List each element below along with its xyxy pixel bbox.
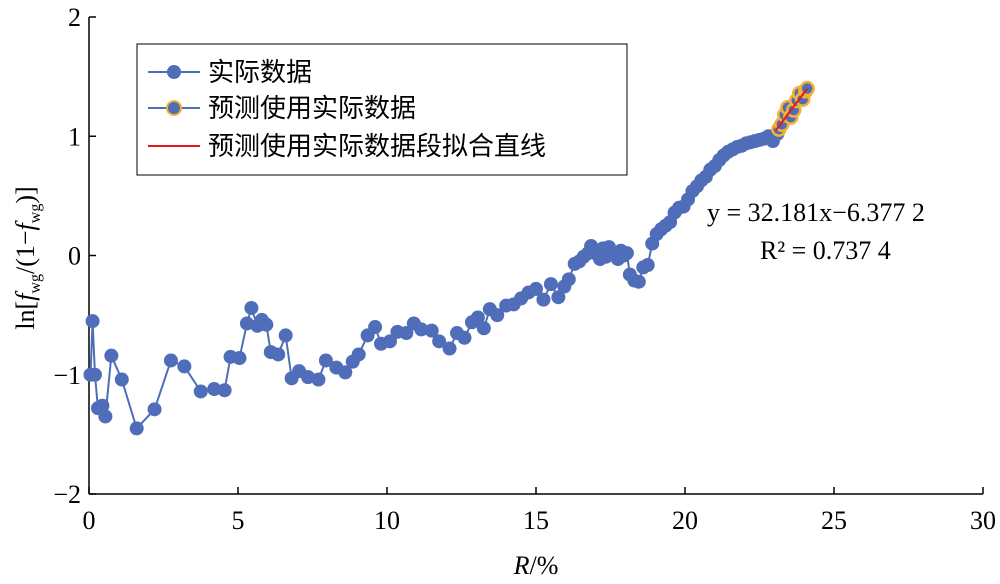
legend-label-predict: 预测使用实际数据 xyxy=(208,94,416,124)
data-point-actual xyxy=(631,274,646,289)
data-point-actual xyxy=(301,370,316,385)
data-point-actual xyxy=(217,383,232,398)
x-tick-label: 30 xyxy=(970,506,996,535)
data-point-actual xyxy=(543,277,558,292)
x-ticks: 0 5 10 15 20 25 30 xyxy=(83,487,996,535)
data-point-actual xyxy=(85,314,100,329)
data-point-actual xyxy=(244,300,259,315)
y-tick-label: 1 xyxy=(68,122,81,151)
data-point-actual xyxy=(98,409,113,424)
data-point-actual xyxy=(414,322,429,337)
y-axis-title: ln[fwg/(1−fwg)] xyxy=(11,186,44,329)
data-point-actual xyxy=(470,310,485,325)
x-axis-title: R/% xyxy=(513,551,559,580)
fit-equation: y = 32.181x−6.377 2 xyxy=(707,198,925,227)
fit-line xyxy=(775,87,808,131)
data-point-actual xyxy=(382,334,397,349)
data-point-actual xyxy=(207,382,222,397)
data-point-actual xyxy=(271,347,286,362)
data-point-actual xyxy=(424,323,439,338)
data-point-actual xyxy=(114,372,129,387)
legend-item-actual: 实际数据 xyxy=(148,58,312,88)
axes: 0 5 10 15 20 25 30 210−1−2 xyxy=(53,3,996,535)
y-tick-label: 2 xyxy=(68,3,81,32)
y-tick-label: −2 xyxy=(53,480,81,509)
data-point-actual xyxy=(318,353,333,368)
data-point-actual xyxy=(278,328,293,343)
legend-box xyxy=(136,43,628,176)
data-point-actual xyxy=(490,308,505,323)
legend-item-fit: 预测使用实际数据段拟合直线 xyxy=(148,132,546,162)
data-point-actual xyxy=(640,258,655,273)
series-line-actual xyxy=(89,133,779,431)
data-point-actual xyxy=(561,272,576,287)
plot-area xyxy=(83,80,815,436)
data-point-actual xyxy=(619,246,634,261)
data-point-actual xyxy=(193,384,208,399)
data-point-actual xyxy=(104,348,119,363)
data-point-actual xyxy=(239,316,254,331)
data-point-actual xyxy=(536,292,551,307)
data-point-actual xyxy=(529,281,543,296)
data-point-actual xyxy=(432,334,447,349)
data-point-actual xyxy=(442,341,457,356)
data-point-actual xyxy=(129,421,144,436)
x-tick-label: 20 xyxy=(672,506,698,535)
data-point-actual xyxy=(368,320,383,335)
data-point-actual xyxy=(551,290,566,305)
legend-marker-actual xyxy=(167,65,181,79)
legend-label-actual: 实际数据 xyxy=(208,58,312,88)
x-tick-label: 25 xyxy=(821,506,847,535)
x-tick-label: 5 xyxy=(232,506,245,535)
data-point-actual xyxy=(338,365,353,380)
data-point-actual xyxy=(95,398,110,413)
data-point-actual xyxy=(259,317,274,332)
x-tick-label: 0 xyxy=(83,506,96,535)
data-point-actual xyxy=(177,359,192,374)
data-point-actual xyxy=(87,367,102,382)
data-point-actual xyxy=(311,372,326,387)
x-tick-label: 15 xyxy=(523,506,549,535)
legend: 实际数据 预测使用实际数据 预测使用实际数据段拟合直线 xyxy=(136,43,628,176)
data-point-actual xyxy=(351,347,366,362)
data-point-actual xyxy=(232,351,247,366)
data-point-actual xyxy=(147,402,162,417)
x-tick-label: 10 xyxy=(374,506,400,535)
y-ticks: 2 1 0 −1 −2 xyxy=(53,3,96,509)
legend-marker-predict xyxy=(166,100,182,116)
y-tick-label: 0 xyxy=(68,242,81,271)
y-tick-label: −1 xyxy=(53,361,81,390)
data-point-actual xyxy=(399,326,414,341)
data-point-actual xyxy=(457,330,472,345)
data-point-actual xyxy=(476,321,491,336)
legend-item-predict: 预测使用实际数据 xyxy=(148,94,416,124)
data-point-actual xyxy=(163,353,178,368)
legend-label-fit: 预测使用实际数据段拟合直线 xyxy=(208,132,546,162)
fit-r-squared: R² = 0.737 4 xyxy=(760,236,891,265)
